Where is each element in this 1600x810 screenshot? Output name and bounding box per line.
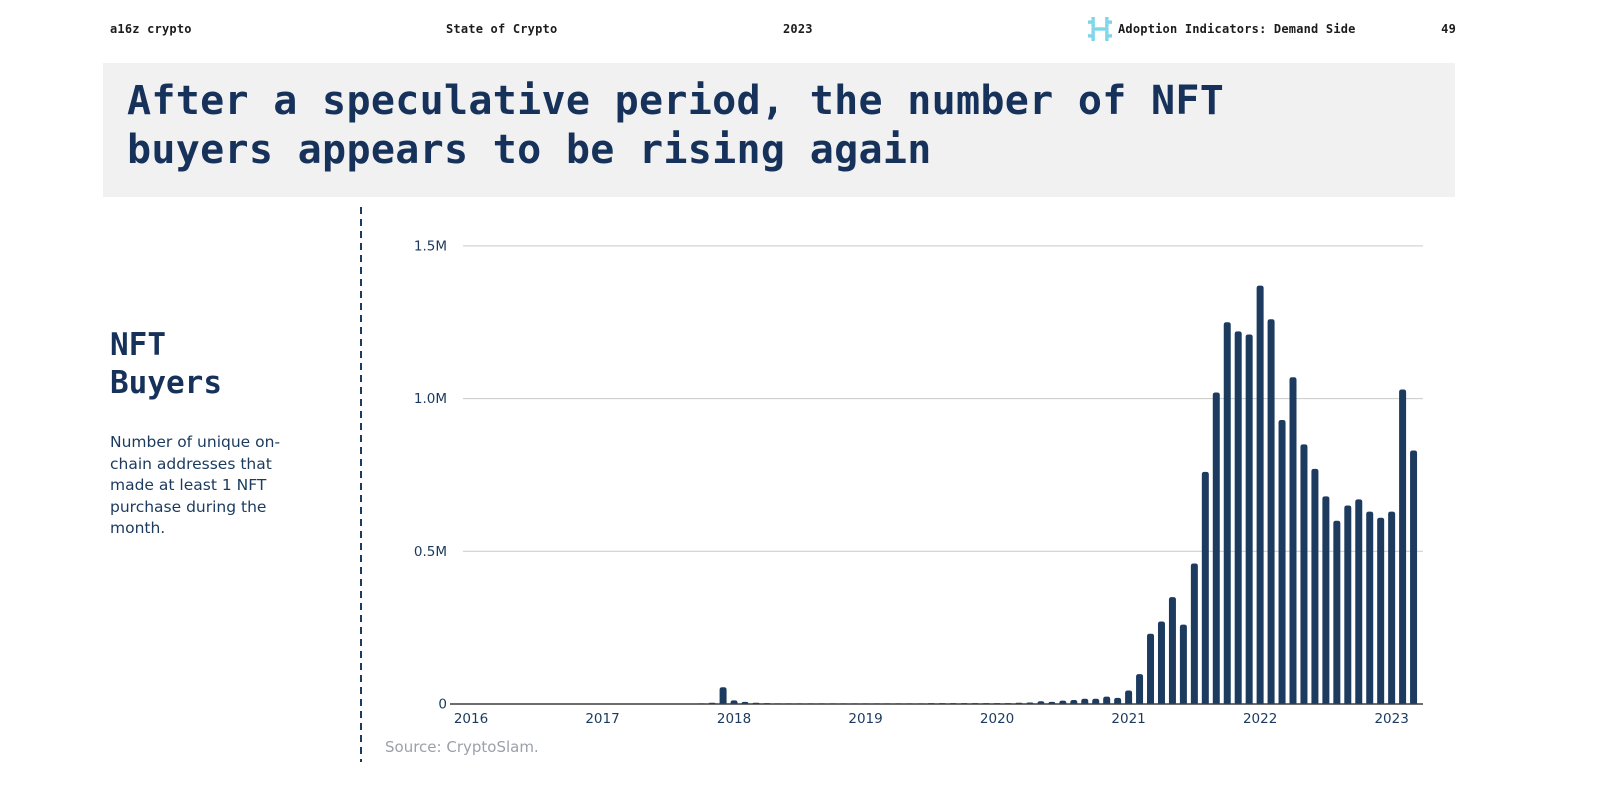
chart-bar <box>1201 471 1209 704</box>
x-axis-year-label: 2016 <box>454 711 488 727</box>
chart-bar <box>1256 285 1264 704</box>
x-axis-year-label: 2018 <box>717 711 751 727</box>
chart-bar <box>1157 621 1165 704</box>
chart-bar <box>1081 698 1089 704</box>
chart-heading: NFT Buyers <box>110 326 222 402</box>
chart-description: Number of unique on-chain addresses that… <box>110 433 281 537</box>
chart-bar <box>730 700 738 704</box>
chart-bar <box>1212 392 1220 704</box>
chart-bar <box>1388 511 1396 704</box>
chart-bar <box>1168 597 1176 704</box>
chart-bar <box>1223 322 1231 704</box>
chart-bar <box>1278 419 1286 704</box>
source-label: Source: CryptoSlam. <box>385 738 539 756</box>
report-title-label: State of Crypto <box>446 22 558 36</box>
chart-bar <box>1311 468 1319 704</box>
chart-bar <box>1125 690 1133 704</box>
pixel-logo-icon <box>1088 17 1112 41</box>
chart-bar <box>1344 505 1352 704</box>
chart-bar <box>1179 624 1187 704</box>
y-tick-label: 0 <box>438 697 447 713</box>
y-tick-label: 0.5M <box>414 544 447 560</box>
chart-bar <box>1114 697 1122 704</box>
x-axis-year-label: 2019 <box>848 711 882 727</box>
chart-bar <box>1059 700 1067 704</box>
x-axis-year-label: 2021 <box>1111 711 1145 727</box>
x-axis-year-label: 2017 <box>585 711 619 727</box>
chart-bar <box>1300 444 1308 704</box>
slide-title: After a speculative period, the number o… <box>127 77 1224 175</box>
chart-bar <box>1333 520 1341 704</box>
chart-heading-line-1: NFT <box>110 327 166 363</box>
dashed-divider <box>360 207 362 762</box>
chart-bar <box>1267 319 1275 704</box>
chart-bar <box>1355 499 1363 704</box>
y-tick-label: 1.5M <box>414 238 447 254</box>
chart-bar <box>1190 563 1198 704</box>
x-axis-year-label: 2020 <box>980 711 1014 727</box>
x-axis-year-label: 2022 <box>1243 711 1277 727</box>
nft-buyers-chart: 0 0.5M 1.0M 1.5M 2016 2017 2018 2019 2020 2021 202… <box>414 238 1423 727</box>
brand-label: a16z crypto <box>110 22 192 36</box>
chart-bar <box>1410 450 1418 704</box>
chart-bar <box>1234 331 1242 704</box>
report-year-label: 2023 <box>783 22 813 36</box>
chart-bar <box>1136 674 1144 704</box>
page-number: 49 <box>1441 22 1456 36</box>
chart-bar <box>1366 511 1374 704</box>
chart-bar <box>1377 517 1385 704</box>
y-tick-label: 1.0M <box>414 391 447 407</box>
chart-bar <box>1103 696 1111 704</box>
chart-bar <box>1399 389 1407 704</box>
chart-bar <box>719 687 727 704</box>
chart-bar <box>1322 496 1330 704</box>
chart-bar <box>1092 698 1100 704</box>
chart-bar <box>1070 700 1078 704</box>
chart-bar <box>1245 334 1253 704</box>
title-block: After a speculative period, the number o… <box>103 63 1455 197</box>
chart-bar <box>1289 377 1297 704</box>
slide-title-line-1: After a speculative period, the number o… <box>127 78 1225 124</box>
x-axis-year-label: 2023 <box>1374 711 1408 727</box>
slide-title-line-2: buyers appears to be rising again <box>127 127 932 173</box>
section-label: Adoption Indicators: Demand Side <box>1118 22 1356 36</box>
chart-bar <box>1147 633 1155 704</box>
chart-heading-line-2: Buyers <box>110 365 222 401</box>
